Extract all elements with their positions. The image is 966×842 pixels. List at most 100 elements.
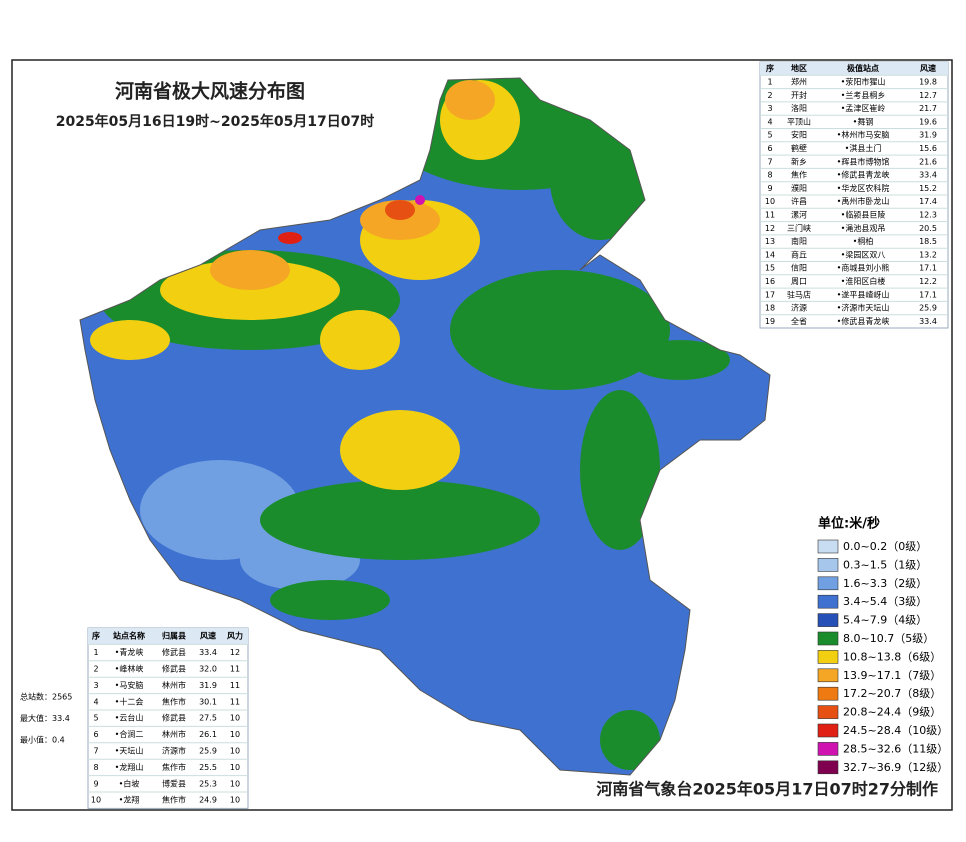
table-cell: 32.0 xyxy=(199,665,217,674)
legend-swatch xyxy=(817,723,839,738)
table-cell: 4 xyxy=(93,697,98,706)
table-cell: 林州市 xyxy=(162,729,186,739)
legend-swatch xyxy=(817,576,839,591)
table-cell: 濮阳 xyxy=(791,183,807,193)
table-cell: •桐柏 xyxy=(853,236,874,246)
legend-label: 1.6~3.3（2级） xyxy=(843,577,927,590)
table-cell: 17.1 xyxy=(919,290,937,299)
legend-swatch xyxy=(817,742,839,756)
legend-label: 32.7~36.9（12级） xyxy=(843,761,948,774)
table-cell: 31.9 xyxy=(919,131,937,140)
legend-swatch xyxy=(817,631,839,646)
map-subtitle: 2025年05月16日19时~2025年05月17日07时 xyxy=(56,113,375,130)
table-cell: 25.9 xyxy=(919,304,937,313)
legend-label: 13.9~17.1（7级） xyxy=(843,669,941,682)
table-cell: 新乡 xyxy=(791,156,807,166)
stat: 总站数：2565 xyxy=(20,692,72,702)
table-cell: 焦作 xyxy=(791,170,807,180)
table-cell: •渑池县观吊 xyxy=(841,223,886,233)
table-cell: 博爱县 xyxy=(162,778,186,788)
table-cell: 2 xyxy=(767,91,772,100)
legend-swatch xyxy=(817,650,839,664)
table-cell: 7 xyxy=(767,157,772,166)
table-cell: 12.2 xyxy=(919,277,937,286)
table-cell: 修武县 xyxy=(162,647,186,657)
table-cell: 24.9 xyxy=(199,796,217,805)
table-cell: 11 xyxy=(765,210,775,219)
table-cell: 5 xyxy=(767,131,772,140)
table-cell: 周口 xyxy=(791,277,807,286)
table-header: 风力 xyxy=(227,631,243,641)
table-cell: •梁园区双八 xyxy=(841,250,886,259)
table-cell: •孟津区崔岭 xyxy=(841,103,886,113)
table-cell: •天坛山 xyxy=(115,746,144,756)
table-cell: •淮阳区白楼 xyxy=(841,276,886,286)
table-cell: 鹤壁 xyxy=(791,143,807,153)
table-head-bg xyxy=(760,62,948,76)
legend-label: 20.8~24.4（9级） xyxy=(843,706,941,719)
table-cell: 11 xyxy=(230,697,240,706)
table-cell: 10 xyxy=(230,714,240,723)
table-cell: 焦作市 xyxy=(162,795,186,805)
table-cell: 漯河 xyxy=(791,209,807,219)
legend-swatch xyxy=(817,760,839,775)
table-cell: 15.2 xyxy=(919,184,937,193)
legend-swatch xyxy=(817,613,839,627)
table-cell: 焦作市 xyxy=(162,762,186,772)
table-cell: 26.1 xyxy=(199,730,217,739)
table-cell: 25.5 xyxy=(199,763,217,772)
table-cell: 33.4 xyxy=(919,317,937,326)
table-cell: •修武县青龙峡 xyxy=(837,170,890,180)
table-cell: 林州市 xyxy=(162,680,186,690)
table-cell: 12.7 xyxy=(919,91,937,100)
table-cell: 19.8 xyxy=(919,77,937,86)
table-cell: 18.5 xyxy=(919,237,937,246)
table-cell: 10 xyxy=(230,779,240,788)
table-cell: 12 xyxy=(765,224,775,233)
table-cell: 27.5 xyxy=(199,714,217,723)
table-cell: •峰林峡 xyxy=(115,664,144,674)
table-cell: •修武县青龙峡 xyxy=(837,316,890,326)
table-cell: 12.3 xyxy=(919,210,937,219)
table-cell: •林州市马安脑 xyxy=(837,130,890,140)
legend: 单位:米/秒 0.0~0.2（0级） 0.3~1.5（1级） 1.6~3.3（2级） 3… xyxy=(817,516,948,775)
table-bg xyxy=(87,627,249,809)
table-cell: •商城县刘小熊 xyxy=(837,263,890,273)
table-header: 地区 xyxy=(791,63,807,73)
legend-swatch xyxy=(817,705,839,719)
table-cell: 10 xyxy=(230,763,240,772)
table-cell: 洛阳 xyxy=(791,103,807,113)
map-title: 河南省极大风速分布图 xyxy=(115,80,305,103)
table-header: 序 xyxy=(766,63,774,73)
table-cell: 33.4 xyxy=(919,171,937,180)
table-cell: 10 xyxy=(230,747,240,756)
table-cell: 17.1 xyxy=(919,264,937,273)
table-cell: 2 xyxy=(93,665,98,674)
table-cell: 11 xyxy=(230,681,240,690)
table-header: 站点名称 xyxy=(113,631,145,641)
table-cell: 14 xyxy=(765,250,775,259)
table-cell: 11 xyxy=(230,665,240,674)
table-cell: •华龙区农科院 xyxy=(837,183,890,193)
legend-swatch xyxy=(817,558,839,572)
table-cell: •合涧二 xyxy=(115,729,144,739)
region-table: 序12345678910111213141516171819地区郑州开封洛阳平顶… xyxy=(759,61,949,329)
table-header: 归属县 xyxy=(162,631,186,641)
table-cell: 10 xyxy=(230,730,240,739)
table-cell: 修武县 xyxy=(162,713,186,723)
table-cell: 5 xyxy=(93,714,98,723)
table-cell: 三门峡 xyxy=(787,223,811,233)
legend-label: 0.3~1.5（1级） xyxy=(843,558,927,571)
province-outline xyxy=(79,77,771,776)
legend-label: 10.8~13.8（6级） xyxy=(843,650,941,663)
table-cell: 15.6 xyxy=(919,144,937,153)
table-head-bg xyxy=(88,628,248,645)
legend-swatch xyxy=(817,539,839,554)
table-cell: •云台山 xyxy=(115,713,144,723)
table-cell: 安阳 xyxy=(791,130,807,140)
table-cell: 17 xyxy=(765,290,775,299)
table-cell: 南阳 xyxy=(791,236,807,246)
table-cell: •济源市天坛山 xyxy=(837,303,890,313)
table-cell: •荥阳市猩山 xyxy=(841,76,886,86)
